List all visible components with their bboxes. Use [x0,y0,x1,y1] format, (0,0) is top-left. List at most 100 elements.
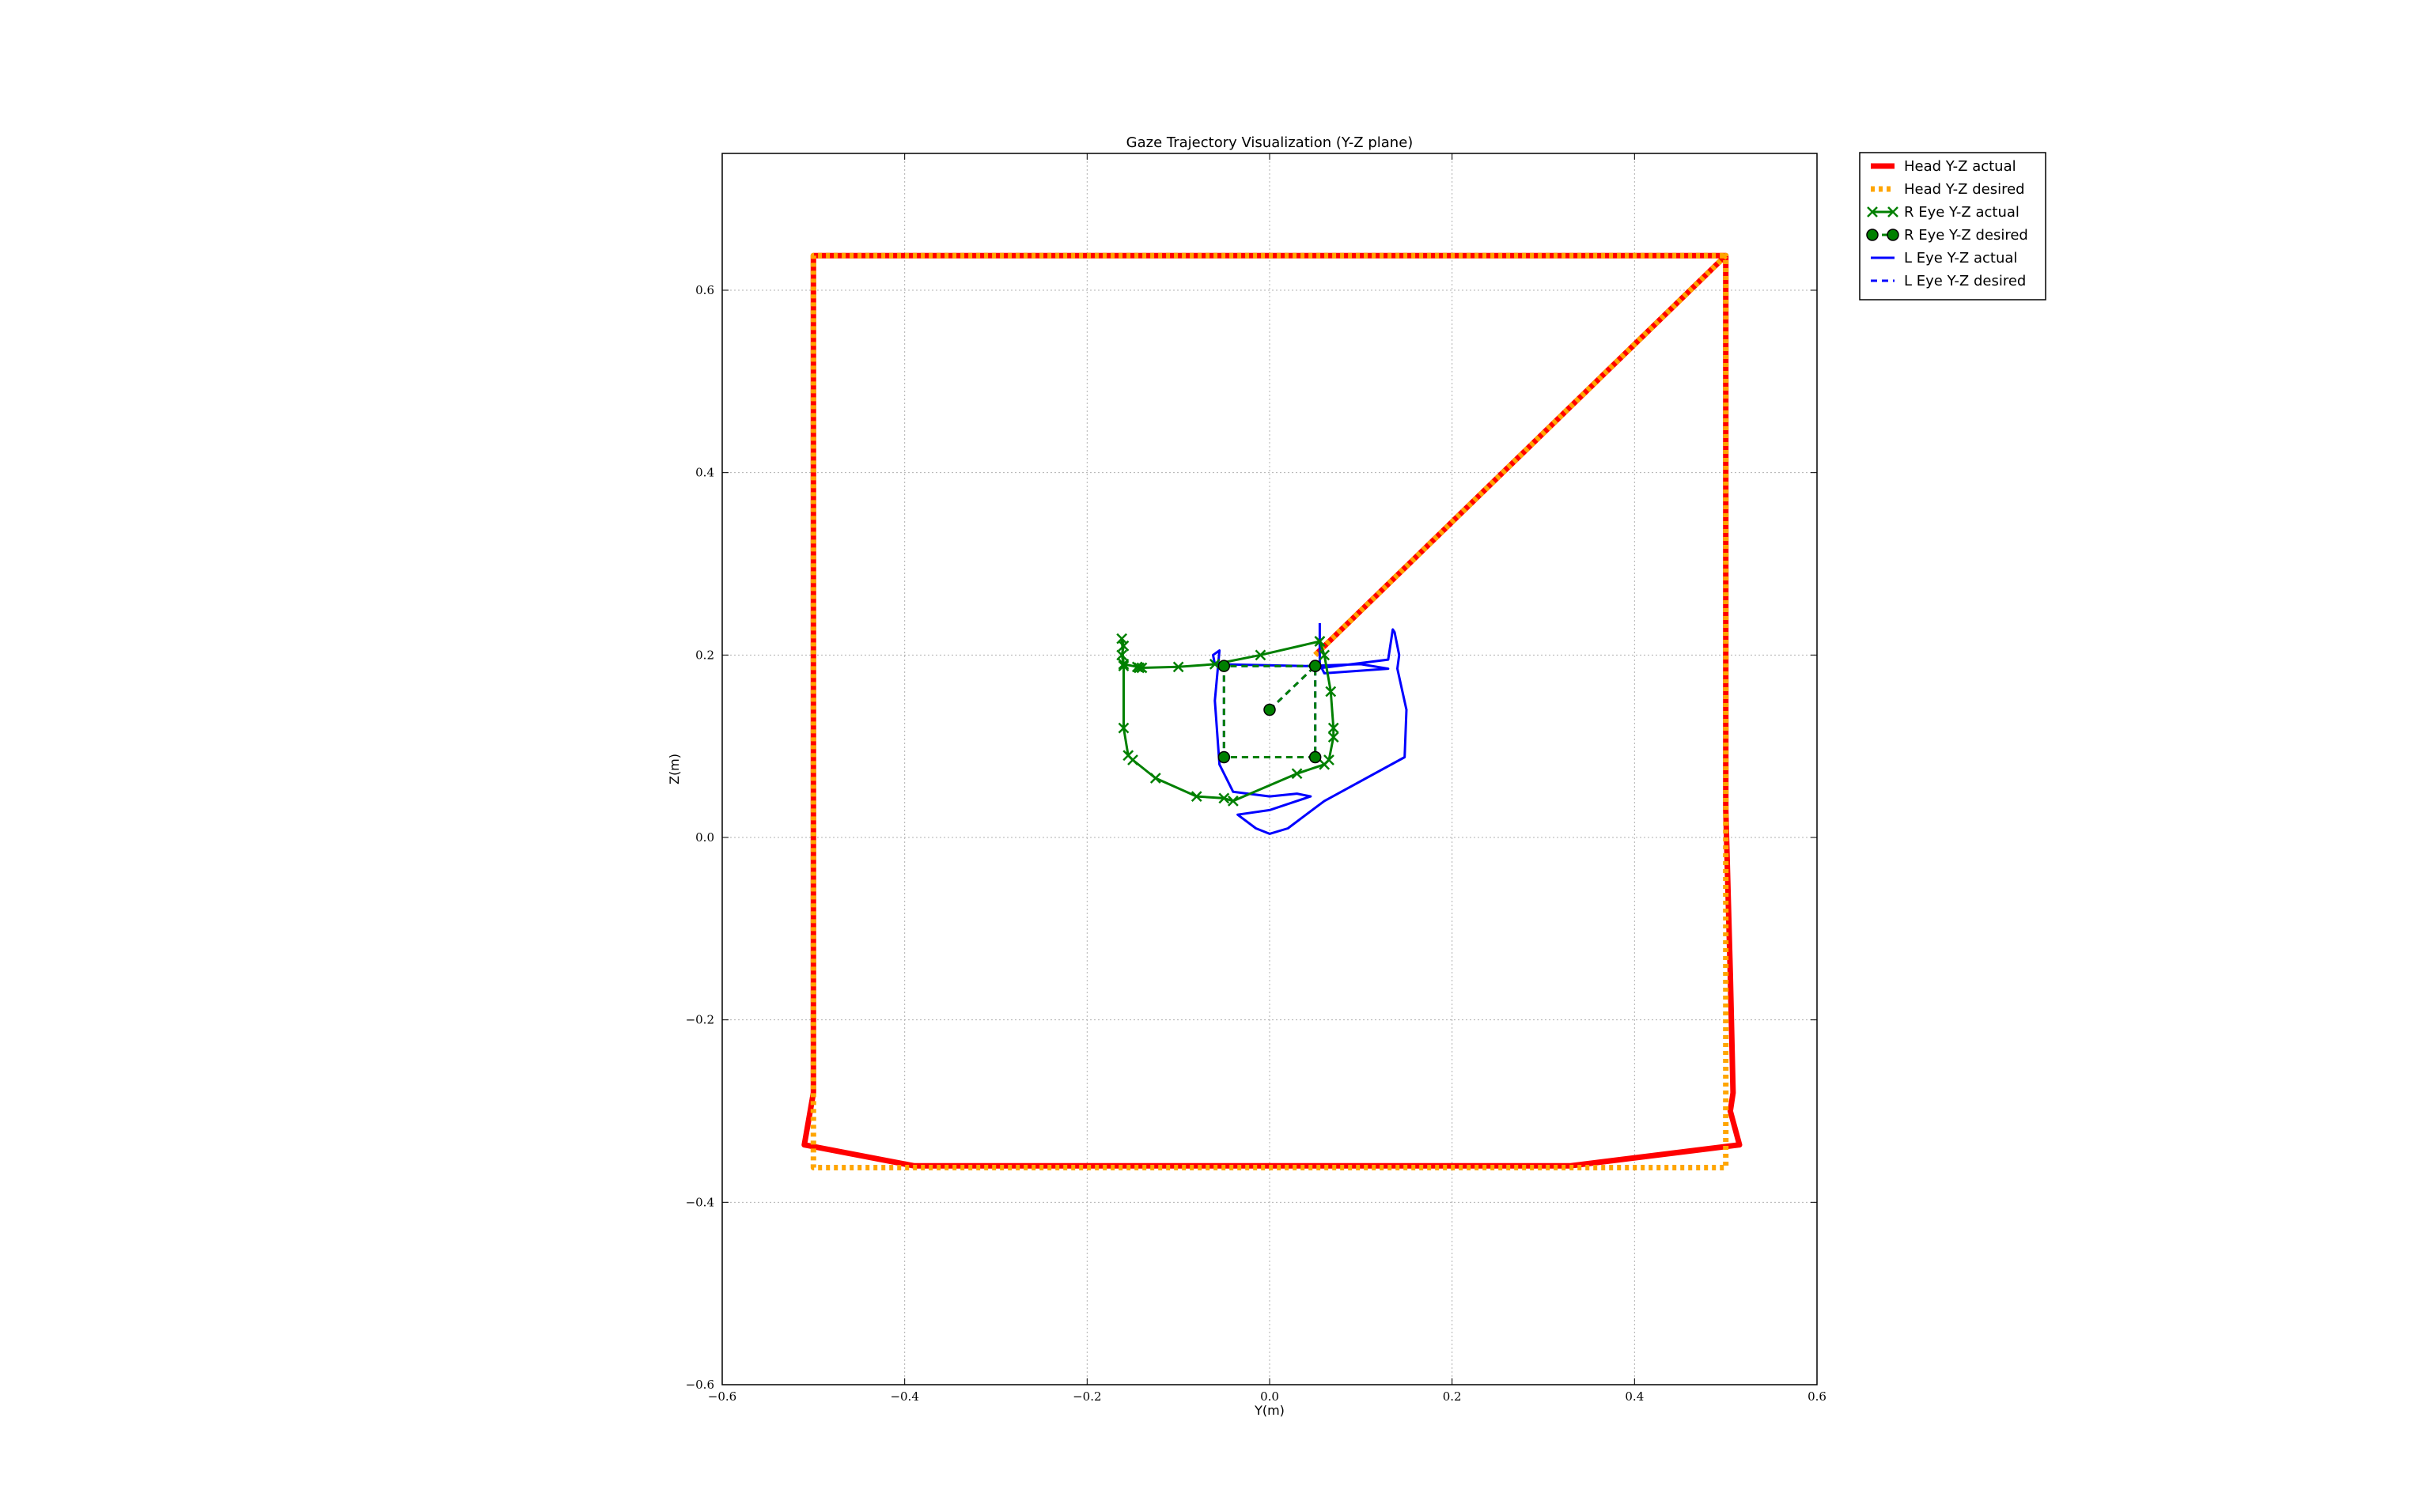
data-point [1323,754,1334,765]
marker-stroke [1319,649,1331,661]
marker-stroke [1327,722,1339,734]
marker-stroke [1116,633,1128,644]
data-point [1325,686,1337,697]
data-point [1308,660,1322,672]
y-tick-label: −0.4 [686,1195,714,1209]
legend-marker [1867,206,1878,217]
chart-title: Gaze Trajectory Visualization (Y-Z plane… [1126,134,1414,151]
data-point [1118,660,1130,672]
legend-entry: L Eye Y-Z desired [1871,273,2026,289]
y-tick-label: −0.6 [686,1378,714,1392]
legend-entry: Head Y-Z desired [1871,181,2025,198]
y-tick-label: −0.2 [686,1013,714,1027]
marker-stroke [1149,773,1161,784]
data-point [1131,661,1143,673]
x-tick-label: 0.2 [1443,1389,1462,1404]
marker-stroke [1314,636,1326,647]
legend-label: R Eye Y-Z actual [1904,204,2020,221]
legend-label: L Eye Y-Z actual [1904,250,2017,266]
legend: Head Y-Z actual Head Y-Z desired R Eye Y-Z… [1859,152,2046,301]
marker-stroke [1325,686,1337,697]
marker-stroke [1867,206,1878,217]
data-point [1227,795,1239,807]
legend-entry: R Eye Y-Z desired [1866,227,2028,244]
grid [722,153,1817,1385]
legend-marker [1866,229,1879,241]
series-line [1212,623,1408,835]
data-point [1217,660,1231,672]
marker-stroke [1172,661,1184,673]
legend-entry: R Eye Y-Z actual [1867,204,2020,221]
data-point [1291,768,1303,780]
data-point [1116,633,1128,644]
marker-stroke [1131,661,1143,673]
axis-ticks [721,153,1818,1385]
marker-stroke [1291,768,1303,780]
series-r-eye-y-z-actual [1116,633,1339,807]
data-point [1118,658,1130,670]
marker-stroke [1116,649,1128,661]
data-point [1263,703,1276,716]
data-point [1319,649,1331,661]
marker-stroke [1887,206,1898,217]
data-point [1118,722,1130,734]
data-point [1116,649,1128,661]
legend-box [1859,152,2046,301]
marker-stroke [1218,792,1230,804]
marker-stroke [1191,791,1202,802]
series-l-eye-y-z-actual [1212,623,1408,835]
data-point [1191,791,1202,802]
data-point [1327,722,1339,734]
series-layer [801,252,1743,1170]
x-tick-label: −0.6 [708,1389,736,1404]
series-r-eye-y-z-desired [1217,660,1322,764]
legend-marker [1887,206,1898,217]
marker-stroke [1136,662,1148,674]
data-point [1127,754,1138,765]
data-point [1217,750,1231,764]
data-point [1327,731,1339,743]
plot-area [801,252,1743,1170]
legend-label: Head Y-Z desired [1904,181,2025,198]
y-tick-label: 0.4 [695,466,714,480]
y-tick-label: 0.0 [695,830,714,845]
data-point [1218,792,1230,804]
series-head-y-z-actual [801,252,1743,1169]
data-point [1172,661,1184,673]
data-point [1149,773,1161,784]
y-tick-label: 0.6 [695,283,714,297]
data-point [1314,636,1326,647]
y-axis-label: Z(m) [667,754,682,784]
x-tick-label: −0.4 [890,1389,918,1404]
legend-label: Head Y-Z actual [1904,158,2016,175]
marker-stroke [1227,795,1239,807]
series-line [1222,664,1317,758]
series-line [810,252,1729,1170]
data-point [1255,649,1266,661]
x-tick-labels: −0.6 −0.4 −0.2 0.0 0.2 0.4 0.6 [708,1389,1826,1404]
x-tick-label: −0.2 [1073,1389,1101,1404]
legend-label: L Eye Y-Z desired [1904,273,2026,289]
series-line [801,252,1743,1169]
marker-stroke [1327,731,1339,743]
x-tick-label: 0.6 [1808,1389,1826,1404]
legend-label: R Eye Y-Z desired [1904,227,2028,244]
marker-stroke [1127,754,1138,765]
marker-stroke [1118,660,1130,672]
y-tick-label: 0.2 [695,648,714,662]
data-point [1308,750,1322,764]
legend-marker [1887,229,1899,241]
marker-stroke [1209,658,1221,670]
x-tick-label: 0.0 [1260,1389,1279,1404]
x-tick-label: 0.4 [1625,1389,1644,1404]
marker-stroke [1118,722,1130,734]
legend-entry: L Eye Y-Z actual [1871,250,2017,266]
marker-stroke [1323,754,1334,765]
y-tick-labels: −0.6 −0.4 −0.2 0.0 0.2 0.4 0.6 [686,283,714,1392]
legend-entries: Head Y-Z actual Head Y-Z desired R Eye Y-Z… [1866,158,2028,289]
x-axis-label: Y(m) [1254,1403,1285,1418]
series-head-y-z-desired [810,252,1729,1170]
marker-stroke [1255,649,1266,661]
